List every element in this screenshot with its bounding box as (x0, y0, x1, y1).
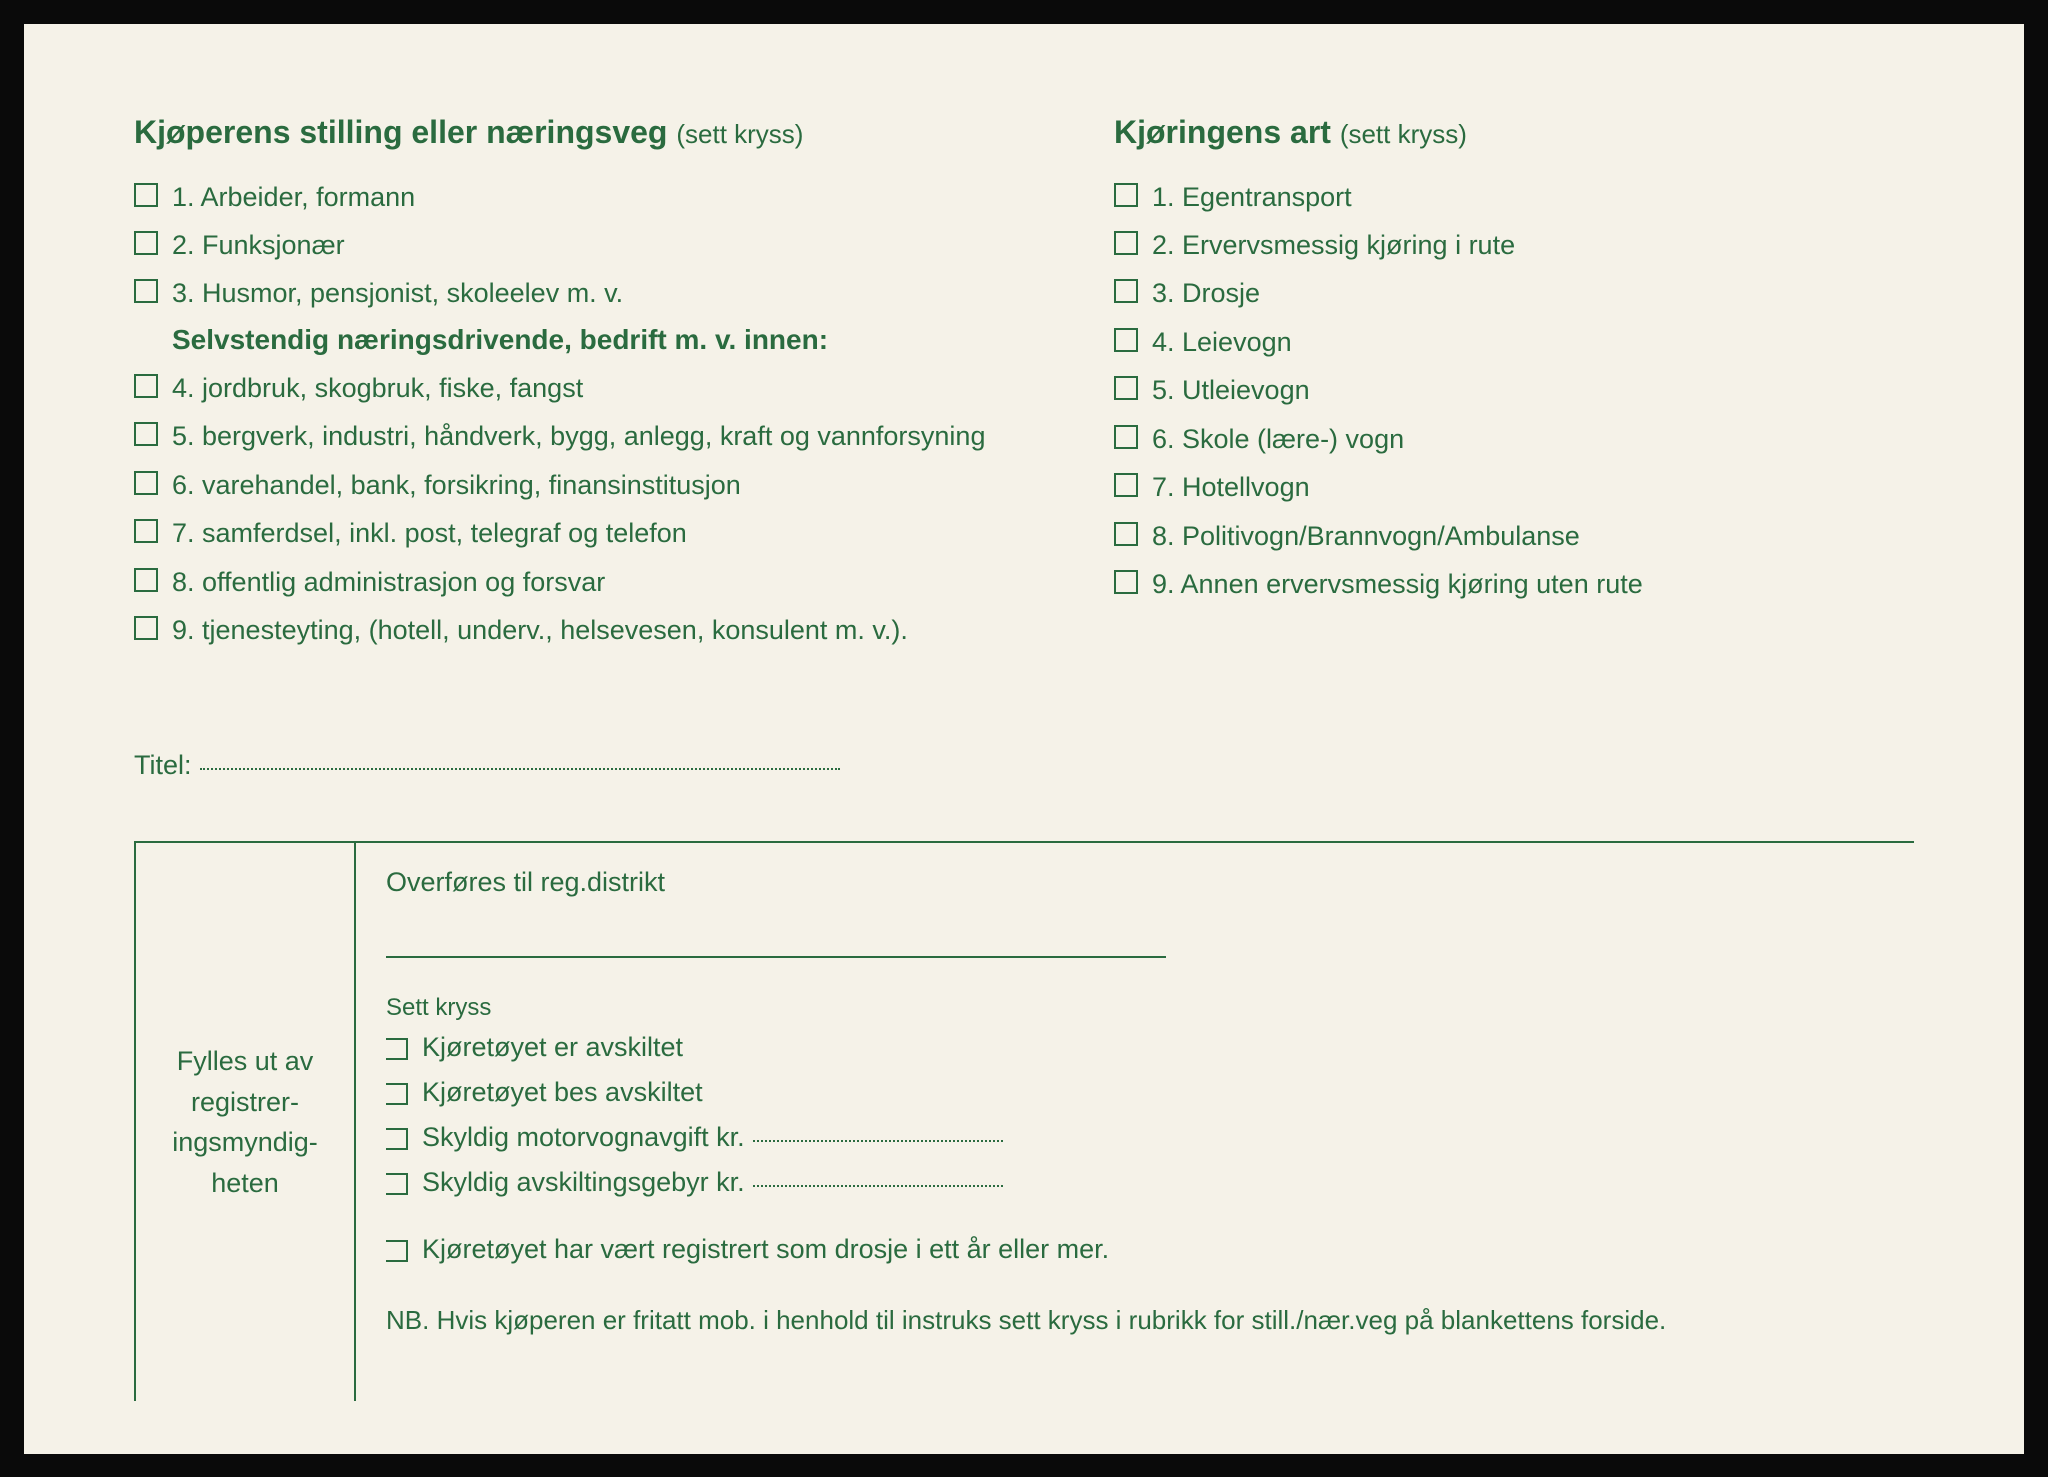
list-item: 6. varehandel, bank, forsikring, finansi… (134, 467, 1054, 503)
list-item: 9. tjenesteyting, (hotell, underv., hels… (134, 612, 1054, 648)
item-label: 6. Skole (lære-) vogn (1152, 421, 1404, 457)
buyer-occupation-section: Kjøperens stilling eller næringsveg (set… (134, 114, 1054, 661)
checkbox[interactable] (386, 1240, 408, 1262)
checkbox[interactable] (134, 519, 158, 543)
title-input-line[interactable] (200, 768, 840, 770)
title-label: Titel: (134, 750, 192, 781)
form-page: Kjøperens stilling eller næringsveg (set… (24, 24, 2024, 1454)
item-label: 1. Arbeider, formann (172, 179, 415, 215)
checkbox[interactable] (386, 1083, 408, 1105)
item-label: 7. Hotellvogn (1152, 469, 1310, 505)
driving-type-heading: Kjøringens art (sett kryss) (1114, 114, 1914, 151)
item-label: 1. Egentransport (1152, 179, 1352, 215)
checkbox[interactable] (134, 183, 158, 207)
occupation-list-a: 1. Arbeider, formann 2. Funksjonær 3. Hu… (134, 179, 1054, 312)
checkbox[interactable] (134, 279, 158, 303)
checkbox[interactable] (134, 616, 158, 640)
checkbox[interactable] (1114, 376, 1138, 400)
admin-check-item: Skyldig avskiltingsgebyr kr. (386, 1167, 1884, 1198)
item-label: 5. Utleievogn (1152, 372, 1310, 408)
list-item: 9. Annen ervervsmessig kjøring uten rute (1114, 566, 1914, 602)
checkbox[interactable] (386, 1038, 408, 1060)
list-item: 5. bergverk, industri, håndverk, bygg, a… (134, 418, 1054, 454)
transfer-input-line[interactable] (386, 906, 1166, 958)
item-label: 4. Leievogn (1152, 324, 1292, 360)
list-item: 8. offentlig administrasjon og forsvar (134, 564, 1054, 600)
checkbox[interactable] (1114, 231, 1138, 255)
self-employed-subheading: Selvstendig næringsdrivende, bedrift m. … (172, 324, 1054, 356)
item-label: 7. samferdsel, inkl. post, telegraf og t… (172, 515, 687, 551)
title-field: Titel: (134, 750, 1914, 781)
heading-sub: (sett kryss) (1340, 119, 1467, 149)
checkbox[interactable] (134, 231, 158, 255)
item-label: 9. Annen ervervsmessig kjøring uten rute (1152, 566, 1643, 602)
check-label: Kjøretøyet bes avskiltet (422, 1077, 703, 1108)
driving-type-list: 1. Egentransport 2. Ervervsmessig kjørin… (1114, 179, 1914, 603)
checkbox[interactable] (1114, 425, 1138, 449)
checkbox[interactable] (386, 1128, 408, 1150)
list-item: 4. Leievogn (1114, 324, 1914, 360)
item-label: 2. Funksjonær (172, 227, 345, 263)
item-label: 2. Ervervsmessig kjøring i rute (1152, 227, 1515, 263)
columns-container: Kjøperens stilling eller næringsveg (set… (134, 114, 1914, 661)
list-item: 7. Hotellvogn (1114, 469, 1914, 505)
checkbox[interactable] (134, 422, 158, 446)
item-label: 9. tjenesteyting, (hotell, underv., hels… (172, 612, 908, 648)
checkbox[interactable] (386, 1173, 408, 1195)
checkbox[interactable] (1114, 183, 1138, 207)
item-label: 3. Husmor, pensjonist, skoleelev m. v. (172, 275, 623, 311)
item-label: 3. Drosje (1152, 275, 1260, 311)
admin-check-item: Kjøretøyet er avskiltet (386, 1032, 1884, 1063)
checkbox[interactable] (1114, 473, 1138, 497)
check-label: Skyldig avskiltingsgebyr kr. (422, 1167, 745, 1198)
check-label: Skyldig motorvognavgift kr. (422, 1122, 745, 1153)
driving-type-section: Kjøringens art (sett kryss) 1. Egentrans… (1114, 114, 1914, 661)
checkbox[interactable] (134, 374, 158, 398)
amount-input-line[interactable] (753, 1140, 1003, 1142)
admin-left-text: Fylles ut av registrer-ingsmyndig-heten (154, 1041, 336, 1203)
item-label: 6. varehandel, bank, forsikring, finansi… (172, 467, 741, 503)
list-item: 5. Utleievogn (1114, 372, 1914, 408)
heading-sub: (sett kryss) (676, 119, 803, 149)
item-label: 8. offentlig administrasjon og forsvar (172, 564, 605, 600)
heading-bold: Kjøringens art (1114, 114, 1331, 150)
amount-input-line[interactable] (753, 1185, 1003, 1187)
admin-box: Fylles ut av registrer-ingsmyndig-heten … (134, 841, 1914, 1401)
checkbox[interactable] (134, 568, 158, 592)
check-label: Kjøretøyet har vært registrert som drosj… (422, 1234, 1109, 1265)
buyer-occupation-heading: Kjøperens stilling eller næringsveg (set… (134, 114, 1054, 151)
admin-check-item: Kjøretøyet bes avskiltet (386, 1077, 1884, 1108)
checkbox[interactable] (1114, 570, 1138, 594)
item-label: 5. bergverk, industri, håndverk, bygg, a… (172, 418, 985, 454)
admin-left-label: Fylles ut av registrer-ingsmyndig-heten (136, 843, 356, 1401)
list-item: 1. Egentransport (1114, 179, 1914, 215)
item-label: 8. Politivogn/Brannvogn/Ambulanse (1152, 518, 1580, 554)
checkbox[interactable] (1114, 279, 1138, 303)
checkbox[interactable] (1114, 328, 1138, 352)
sett-kryss-label: Sett kryss (386, 994, 1884, 1022)
list-item: 2. Ervervsmessig kjøring i rute (1114, 227, 1914, 263)
list-item: 3. Drosje (1114, 275, 1914, 311)
occupation-list-b: 4. jordbruk, skogbruk, fiske, fangst 5. … (134, 370, 1054, 649)
heading-bold: Kjøperens stilling eller næringsveg (134, 114, 667, 150)
list-item: 8. Politivogn/Brannvogn/Ambulanse (1114, 518, 1914, 554)
item-label: 4. jordbruk, skogbruk, fiske, fangst (172, 370, 583, 406)
list-item: 6. Skole (lære-) vogn (1114, 421, 1914, 457)
check-label: Kjøretøyet er avskiltet (422, 1032, 683, 1063)
list-item: 4. jordbruk, skogbruk, fiske, fangst (134, 370, 1054, 406)
admin-check-item: Skyldig motorvognavgift kr. (386, 1122, 1884, 1153)
admin-right-content: Overføres til reg.distrikt Sett kryss Kj… (356, 843, 1914, 1401)
transfer-label: Overføres til reg.distrikt (386, 867, 1884, 898)
admin-check-drosje: Kjøretøyet har vært registrert som drosj… (386, 1234, 1884, 1265)
nb-note: NB. Hvis kjøperen er fritatt mob. i henh… (386, 1305, 1884, 1336)
list-item: 7. samferdsel, inkl. post, telegraf og t… (134, 515, 1054, 551)
list-item: 1. Arbeider, formann (134, 179, 1054, 215)
checkbox[interactable] (1114, 522, 1138, 546)
list-item: 3. Husmor, pensjonist, skoleelev m. v. (134, 275, 1054, 311)
list-item: 2. Funksjonær (134, 227, 1054, 263)
checkbox[interactable] (134, 471, 158, 495)
